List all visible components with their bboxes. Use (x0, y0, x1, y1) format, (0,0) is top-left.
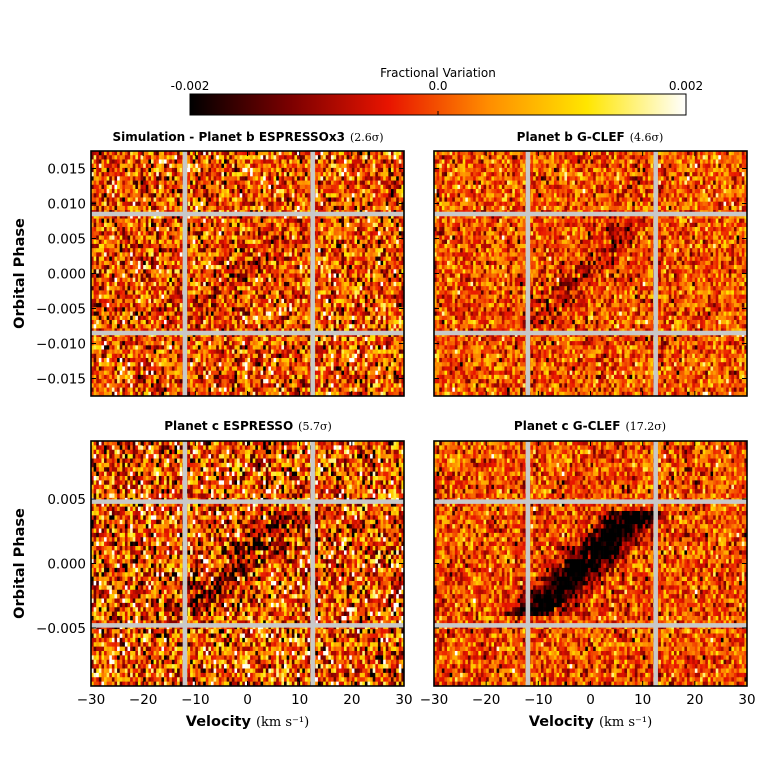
panel-title-sigma: (4.6σ) (630, 131, 664, 144)
panel-sim_b: 0.015 0.010 0.005 0.000 −0.005 −0.010 −0.015 Si… (12, 130, 405, 397)
colorbar-tick-label: 0.002 (669, 79, 703, 93)
panel-title-text: Planet c ESPRESSO (164, 419, 293, 433)
panel-title-sigma: (17.2σ) (625, 420, 666, 433)
panel-title-sigma: (2.6σ) (350, 131, 384, 144)
panel-gclef_c: −30 −20 −10 0 10 20 30 Planet c G-CLEF (17.2σ) Ve… (420, 419, 756, 730)
y-tick-label: 0.015 (47, 162, 86, 178)
panel-title: Planet c ESPRESSO (5.7σ) (164, 419, 332, 433)
heatmap-gclef_c (434, 441, 747, 686)
panel-title: Planet b G-CLEF (4.6σ) (517, 130, 664, 144)
x-tick-label: −10 (181, 692, 210, 708)
y-tick-label: −0.010 (36, 337, 86, 353)
y-tick-label: −0.015 (36, 372, 86, 388)
colorbar-title: Fractional Variation (380, 66, 496, 80)
x-tick-label: 10 (634, 692, 651, 708)
panel-title: Planet c G-CLEF (17.2σ) (514, 419, 666, 433)
x-tick-label: 10 (291, 692, 308, 708)
colorbar-tick-label: 0.0 (428, 79, 447, 93)
x-tick-label: 0 (243, 692, 252, 708)
y-tick-label: 0.010 (47, 197, 86, 213)
panel-title-text: Planet c G-CLEF (514, 419, 621, 433)
y-tick-label: 0.000 (47, 267, 86, 283)
x-axis-label: Velocity (km s⁻¹) (529, 714, 652, 730)
y-tick-label: 0.005 (47, 232, 86, 248)
y-tick-label: −0.005 (36, 302, 86, 318)
x-tick-label: 30 (395, 692, 412, 708)
x-axis-label-unit: (km s⁻¹) (256, 715, 309, 730)
x-tick-label: 30 (738, 692, 755, 708)
colorbar-tick-label: -0.002 (171, 79, 210, 93)
x-tick-label: 20 (686, 692, 703, 708)
x-axis-label-text: Velocity (529, 714, 595, 730)
panel-title-text: Simulation - Planet b ESPRESSOx3 (112, 130, 344, 144)
panel-title: Simulation - Planet b ESPRESSOx3 (2.6σ) (112, 130, 383, 144)
y-axis-label: Orbital Phase (12, 218, 28, 329)
heatmap-gclef_b (434, 151, 747, 396)
y-tick-label: 0.000 (47, 557, 86, 573)
panel-espresso_c: 0.005 0.000 −0.005 −30 −20 −10 0 10 20 30 Planet c… (12, 419, 413, 730)
x-tick-label: 0 (586, 692, 595, 708)
x-tick-label: −30 (77, 692, 106, 708)
panel-title-sigma: (5.7σ) (298, 420, 332, 433)
y-axis-label: Orbital Phase (12, 508, 28, 619)
x-tick-label: −20 (129, 692, 158, 708)
x-tick-label: 20 (343, 692, 360, 708)
x-tick-label: −20 (472, 692, 501, 708)
colorbar: Fractional Variation -0.002 0.0 0.002 (171, 66, 703, 116)
x-tick-label: −30 (420, 692, 449, 708)
x-tick-label: −10 (524, 692, 553, 708)
heatmap-espresso_c (91, 441, 404, 686)
x-axis-label-unit: (km s⁻¹) (599, 715, 652, 730)
x-axis-label-text: Velocity (186, 714, 252, 730)
heatmap-sim_b (91, 151, 404, 396)
y-tick-label: −0.005 (36, 621, 86, 637)
panel-gclef_b: Planet b G-CLEF (4.6σ) (433, 130, 748, 397)
y-tick-label: 0.005 (47, 492, 86, 508)
panel-title-text: Planet b G-CLEF (517, 130, 625, 144)
x-axis-label: Velocity (km s⁻¹) (186, 714, 309, 730)
